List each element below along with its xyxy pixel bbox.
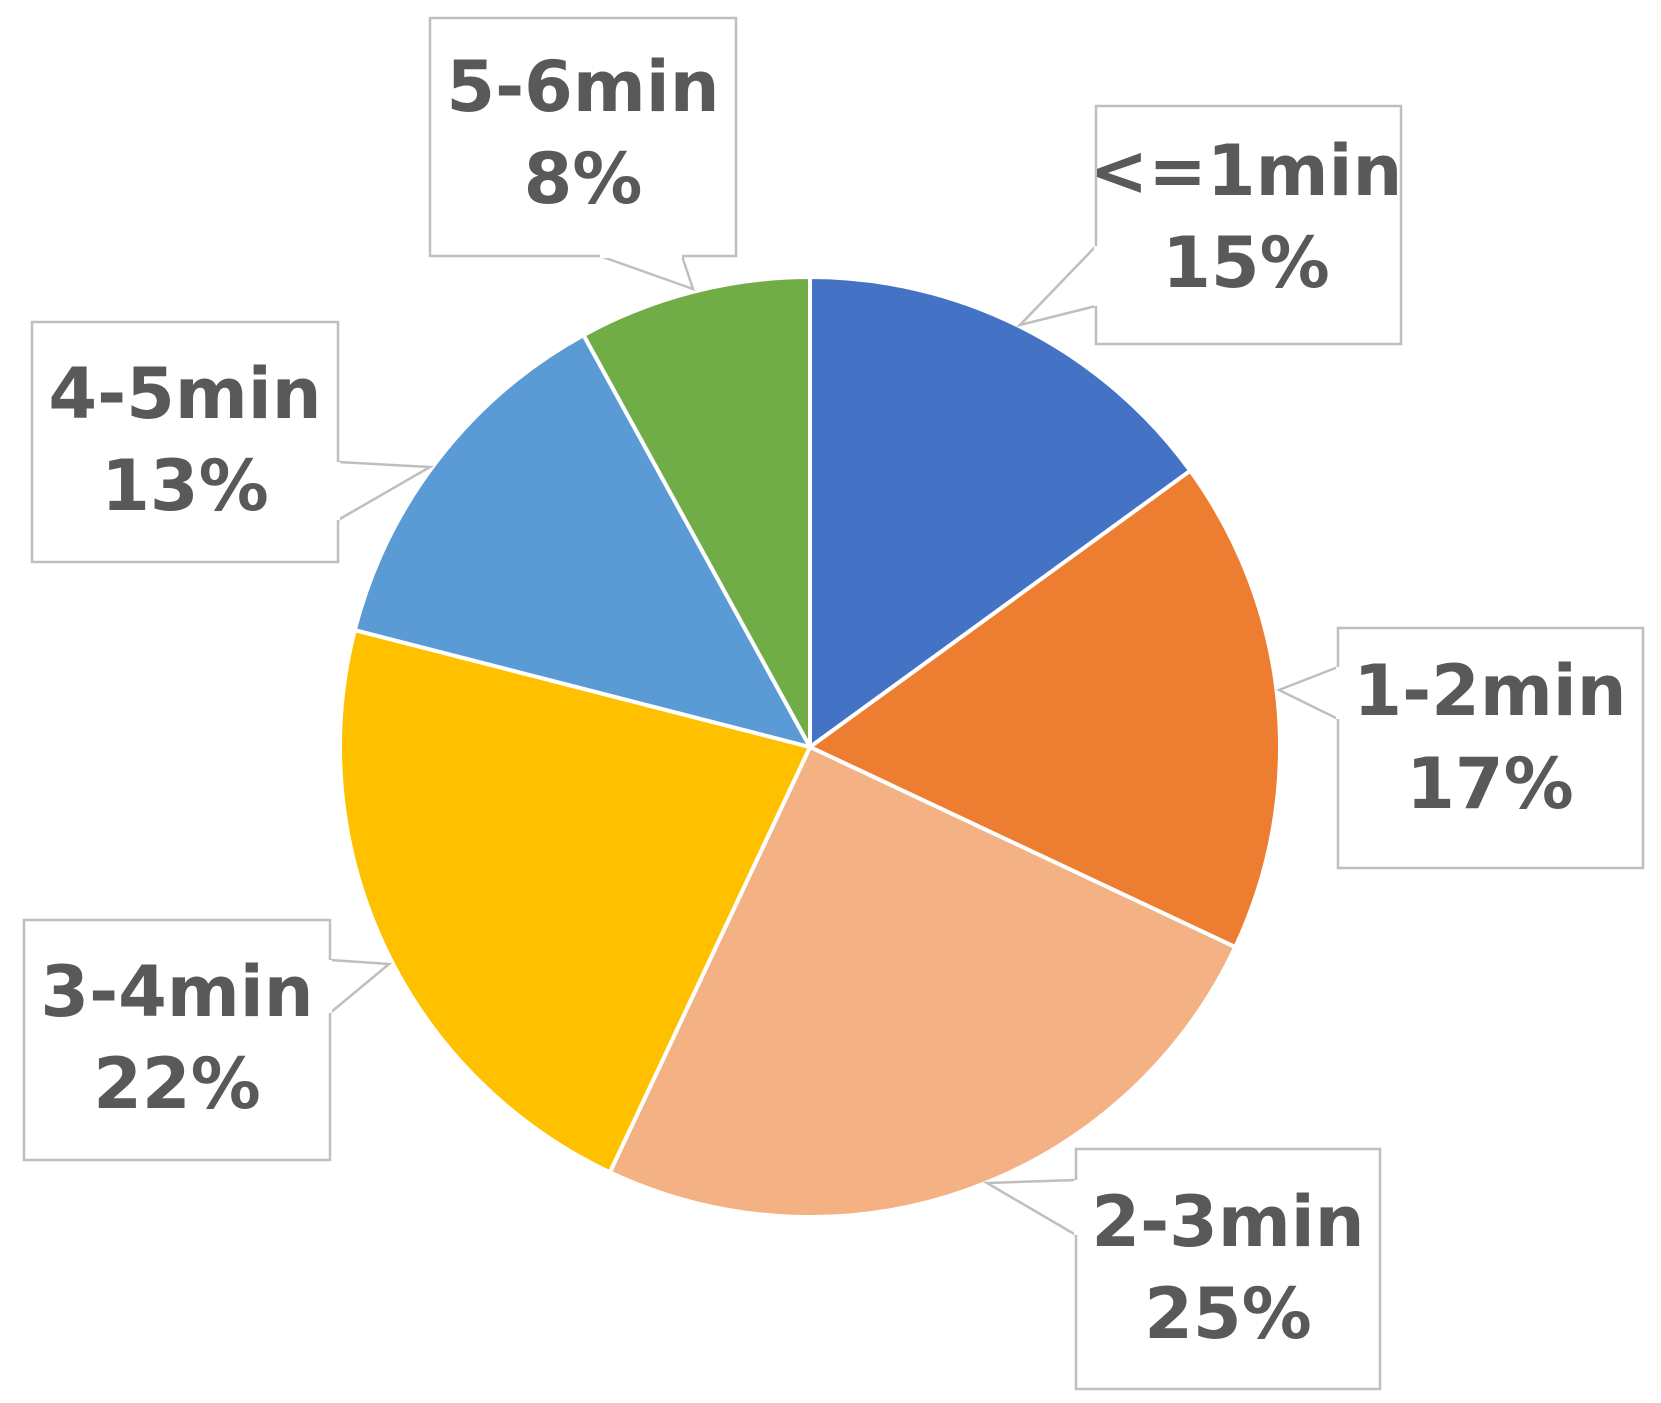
data-label-5-6min: 5-6min 8% [428,16,738,292]
pie-slice-4-5min [352,333,812,749]
pie-slices [338,275,1282,1219]
callout-box [1336,626,1645,870]
data-label-percent: 13% [101,445,269,527]
data-label-category: 3-4min [40,951,313,1033]
pie-slice-3-4min [338,628,812,1175]
data-label-percent: 25% [1144,1273,1312,1355]
data-label-category: 2-3min [1091,1181,1364,1263]
data-label-category: <=1min [1090,130,1403,212]
pie-data-labels: <=1min 15% 1-2min 17% 2-3min 25% 3-4min 22% 4-5m… [22,16,1645,1391]
callout-pointer [1016,245,1097,328]
callout-pointer [329,958,393,1014]
data-label-category: 4-5min [48,353,321,435]
data-label-category: 5-6min [446,46,719,128]
data-label-percent: 8% [524,138,643,220]
data-label-le-1min: <=1min 15% [1016,104,1403,346]
callout-pointer [599,254,695,292]
pie-slice-5-6min [581,275,812,749]
pie-slice-1-2min [808,468,1282,950]
data-label-1-2min: 1-2min 17% [1275,626,1645,870]
pie-slice-2-3min [607,745,1238,1219]
data-label-category: 1-2min [1353,650,1626,732]
callout-pointer [982,1178,1077,1237]
data-label-percent: 22% [93,1043,261,1125]
data-label-4-5min: 4-5min 13% [30,320,435,564]
callout-pointer [1275,665,1339,721]
callout-box [22,918,332,1162]
data-label-3-4min: 3-4min 22% [22,918,393,1162]
callout-box [428,16,738,258]
data-label-percent: 17% [1406,743,1574,825]
data-label-percent: 15% [1162,222,1330,304]
callout-box [30,320,340,564]
callout-box [1074,1147,1382,1391]
data-label-2-3min: 2-3min 25% [982,1147,1382,1391]
pie-slice-le-1min [808,275,1193,749]
callout-pointer [337,460,435,522]
